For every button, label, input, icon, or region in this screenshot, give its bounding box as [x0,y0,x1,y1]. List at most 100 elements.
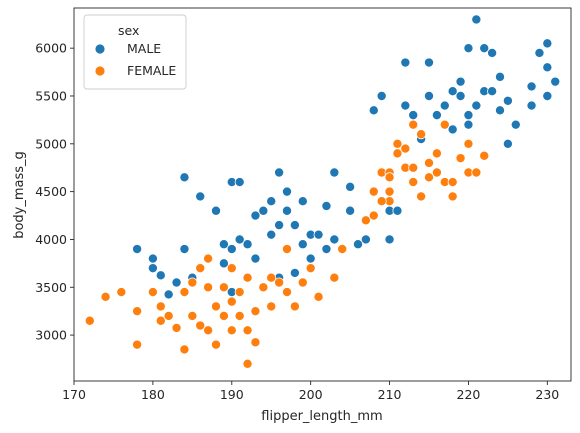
data-point-male [155,270,166,281]
data-point-female [234,287,245,298]
data-point-male [234,234,245,245]
legend-box [83,14,187,90]
data-point-female [116,287,127,298]
data-point-male [479,43,490,54]
data-point-female [84,315,95,326]
data-point-male [368,105,379,116]
data-point-male [242,239,253,250]
data-point-male [171,277,182,288]
data-point-female [250,337,261,348]
data-point-male [384,234,395,245]
data-point-female [313,291,324,302]
data-point-male [313,229,324,240]
data-point-male [526,81,537,92]
data-point-female [368,210,379,221]
data-point-female [337,244,348,255]
data-point-female [132,306,143,317]
data-point-male [132,244,143,255]
data-point-male [494,105,505,116]
data-point-male [502,95,513,106]
data-point-female [408,177,419,188]
data-point-female [289,301,300,312]
data-point-female [147,287,158,298]
data-point-female [163,310,174,321]
data-point-female [187,277,198,288]
data-point-male [345,205,356,216]
data-point-male [487,86,498,97]
data-point-female [203,325,214,336]
data-point-male [400,100,411,111]
data-point-female [218,310,229,321]
data-point-male [550,76,561,87]
data-point-male [455,90,466,101]
data-point-male [281,186,292,197]
legend-marker-male [94,43,106,55]
data-point-female [384,186,395,197]
data-point-female [226,325,237,336]
x-tick-label: 180 [141,387,165,402]
data-point-female [329,272,340,283]
data-point-male [250,210,261,221]
data-point-male [447,124,458,135]
data-point-male [526,100,537,111]
data-point-male [447,86,458,97]
data-point-male [321,244,332,255]
data-point-female [392,138,403,149]
data-point-male [345,181,356,192]
data-point-male [195,191,206,202]
data-point-male [226,244,237,255]
legend: sex MALE FEMALE [83,14,187,90]
y-tick-label: 6000 [35,41,67,56]
data-point-male [542,62,553,73]
data-point-female [447,191,458,202]
data-point-female [258,282,269,293]
data-point-female [155,301,166,312]
data-point-male [250,253,261,264]
data-point-male [274,167,285,178]
data-point-female [463,138,474,149]
data-point-female [281,287,292,298]
data-point-male [423,57,434,68]
data-point-male [289,267,300,278]
data-point-male [210,205,221,216]
data-point-male [289,220,300,231]
data-point-female [368,186,379,197]
data-point-female [408,119,419,130]
data-point-male [147,253,158,264]
data-point-male [376,90,387,101]
data-point-male [423,90,434,101]
data-point-female [400,143,411,154]
y-tick-label: 5500 [35,88,67,103]
y-tick-label: 5000 [35,136,67,151]
data-point-female [376,196,387,207]
data-point-male [502,138,513,149]
y-tick-label: 4000 [35,232,67,247]
data-point-male [258,205,269,216]
data-point-female [132,339,143,350]
data-point-female [195,320,206,331]
data-point-male [360,234,371,245]
data-point-male [234,177,245,188]
data-point-female [471,167,482,178]
data-point-female [447,177,458,188]
data-point-female [242,272,253,283]
x-axis-ticks: 170 180 190 200 210 220 230 [62,381,559,402]
data-point-male [400,57,411,68]
plot-area-frame [73,7,572,382]
data-point-female [297,277,308,288]
data-point-female [210,339,221,350]
data-point-female [155,315,166,326]
x-tick-label: 170 [62,387,86,402]
data-point-female [431,167,442,178]
data-point-female [242,325,253,336]
data-point-male [297,239,308,250]
data-point-male [471,100,482,111]
data-point-male [463,119,474,130]
data-point-female [218,282,229,293]
y-tick-label: 4500 [35,184,67,199]
data-point-male [297,196,308,207]
data-point-female [431,148,442,159]
data-point-male [408,110,419,121]
data-point-female [242,358,253,369]
